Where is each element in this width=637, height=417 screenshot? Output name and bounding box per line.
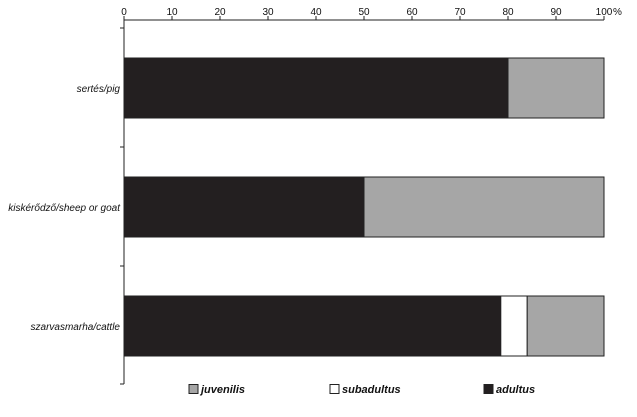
bar-adultus — [123, 295, 502, 357]
labels: 0 10 20 30 40 50 60 70 80 90 100 % sertés/pig kiskérő… — [8, 7, 622, 333]
x-tick-label: 80 — [502, 7, 514, 18]
legend: juvenilis subadultus adultus — [188, 384, 535, 396]
legend-label-juvenilis: juvenilis — [199, 384, 245, 396]
legend-label-subadultus: subadultus — [342, 384, 401, 396]
bar-adultus — [123, 57, 509, 119]
x-tick-label: 40 — [310, 7, 322, 18]
legend-label-adultus: adultus — [496, 384, 535, 396]
x-axis-unit: % — [613, 7, 622, 18]
x-tick-label: 90 — [550, 7, 562, 18]
category-label: szarvasmarha/cattle — [31, 322, 121, 333]
bar-juvenilis — [507, 57, 605, 119]
x-tick-label: 50 — [358, 7, 370, 18]
legend-swatch-adultus — [483, 384, 494, 394]
bar-juvenilis — [363, 176, 605, 238]
x-tick-label: 0 — [121, 7, 127, 18]
bars — [123, 57, 605, 357]
category-label: sertés/pig — [77, 84, 121, 95]
legend-swatch-subadultus — [329, 384, 340, 394]
legend-swatch-juvenilis — [188, 384, 199, 394]
x-tick-label: 60 — [406, 7, 418, 18]
category-label: kiskérődző/sheep or goat — [8, 203, 121, 214]
x-tick-label: 20 — [214, 7, 226, 18]
x-tick-label: 70 — [454, 7, 466, 18]
bar-juvenilis — [526, 295, 605, 357]
x-tick-label: 30 — [262, 7, 274, 18]
x-tick-label: 100 — [596, 7, 613, 18]
bar-subadultus — [500, 295, 528, 357]
bar-adultus — [123, 176, 365, 238]
x-tick-label: 10 — [166, 7, 178, 18]
